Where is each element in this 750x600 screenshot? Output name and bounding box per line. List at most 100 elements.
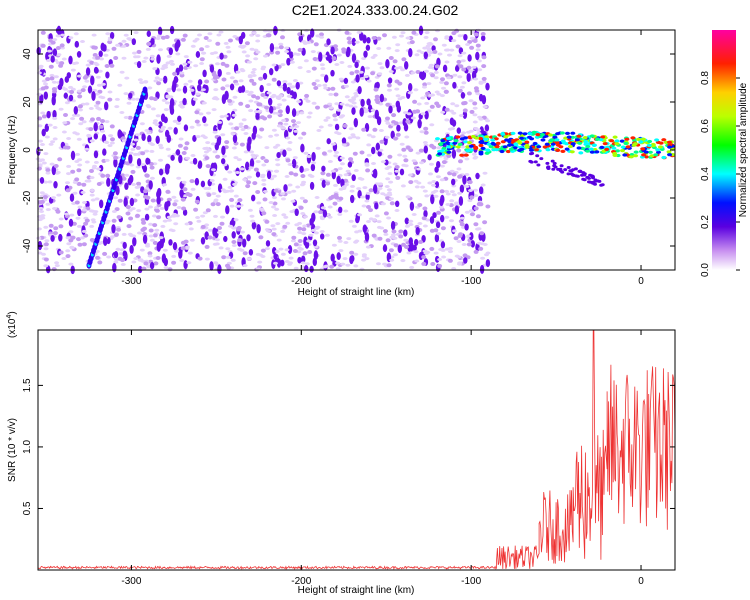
band-point: [655, 148, 661, 152]
noise-point: [243, 132, 249, 135]
noise-point: [60, 33, 66, 37]
noise-point: [457, 75, 463, 79]
noise-point: [330, 86, 336, 91]
noise-point: [64, 76, 70, 83]
noise-point: [81, 242, 87, 247]
noise-point: [227, 185, 233, 189]
noise-point: [251, 194, 256, 202]
band-point: [633, 154, 639, 158]
noise-point: [123, 92, 129, 96]
noise-point: [295, 81, 300, 90]
noise-point: [217, 68, 222, 77]
band-point: [647, 139, 653, 144]
noise-point: [297, 239, 303, 243]
noise-point: [229, 204, 235, 208]
noise-point: [291, 119, 296, 124]
noise-point: [478, 246, 484, 251]
noise-point: [150, 143, 155, 146]
noise-point: [93, 210, 99, 214]
noise-point: [331, 56, 337, 61]
noise-point: [65, 236, 71, 240]
noise-point: [161, 98, 167, 102]
noise-point: [388, 70, 394, 74]
noise-point: [190, 187, 196, 191]
noise-point: [73, 105, 79, 115]
noise-point: [359, 31, 364, 41]
band-point: [667, 153, 673, 157]
noise-point: [454, 205, 460, 215]
noise-point: [343, 77, 349, 85]
band-point: [495, 141, 501, 145]
noise-point: [43, 257, 49, 262]
noise-point: [70, 68, 76, 72]
noise-point: [90, 75, 95, 86]
noise-point: [69, 245, 75, 249]
noise-point: [189, 179, 195, 184]
noise-point: [190, 44, 196, 48]
noise-point: [59, 43, 65, 48]
branch-point: [530, 151, 535, 155]
noise-point: [417, 119, 422, 129]
noise-point: [469, 195, 475, 200]
band-point: [527, 132, 533, 136]
noise-point: [327, 123, 333, 127]
noise-point: [424, 101, 430, 105]
snr-series-line: [37, 329, 676, 570]
noise-point: [128, 151, 134, 155]
band-point: [667, 140, 672, 144]
noise-point: [427, 181, 433, 185]
noise-point: [46, 110, 51, 119]
noise-point: [302, 199, 308, 204]
noise-point: [393, 121, 399, 126]
noise-point: [220, 215, 225, 219]
noise-point: [150, 198, 156, 203]
noise-point: [150, 57, 156, 61]
noise-point: [300, 174, 306, 178]
noise-point: [104, 101, 109, 111]
noise-point: [77, 208, 82, 217]
noise-point: [212, 75, 218, 80]
noise-point: [158, 168, 164, 176]
band-point: [468, 148, 474, 152]
band-point: [468, 144, 474, 148]
noise-point: [197, 256, 203, 261]
noise-point: [200, 237, 206, 245]
band-point: [560, 139, 566, 143]
noise-point: [409, 201, 415, 211]
noise-point: [298, 205, 304, 210]
noise-point: [204, 79, 210, 84]
noise-point: [388, 197, 394, 201]
band-point: [565, 131, 570, 135]
noise-point: [156, 196, 161, 205]
noise-point: [248, 166, 254, 170]
noise-point: [387, 88, 392, 92]
noise-point: [294, 125, 300, 128]
noise-point: [485, 119, 491, 123]
snr-y-axis-label: SNR (10 * v/v): [7, 418, 18, 482]
noise-point: [194, 199, 200, 204]
band-point: [524, 140, 530, 144]
noise-point: [78, 122, 84, 126]
noise-point: [221, 94, 227, 105]
noise-point: [414, 185, 420, 189]
noise-point: [287, 183, 293, 187]
branch-point: [552, 161, 557, 165]
noise-point: [128, 92, 133, 99]
noise-point: [91, 220, 97, 224]
noise-point: [271, 128, 277, 132]
noise-point: [214, 242, 220, 246]
spectrogram-y-axis-label: Frequency (Hz): [7, 116, 18, 185]
noise-point: [163, 75, 168, 84]
noise-point: [148, 205, 153, 209]
noise-point: [429, 104, 435, 109]
noise-point: [107, 97, 113, 102]
noise-point: [52, 116, 58, 120]
noise-point: [464, 173, 470, 176]
noise-point: [439, 80, 445, 84]
noise-point: [392, 162, 398, 166]
band-point: [588, 147, 594, 151]
noise-point: [44, 123, 49, 132]
noise-point: [135, 55, 141, 59]
noise-point: [351, 135, 357, 139]
noise-point: [124, 173, 130, 177]
